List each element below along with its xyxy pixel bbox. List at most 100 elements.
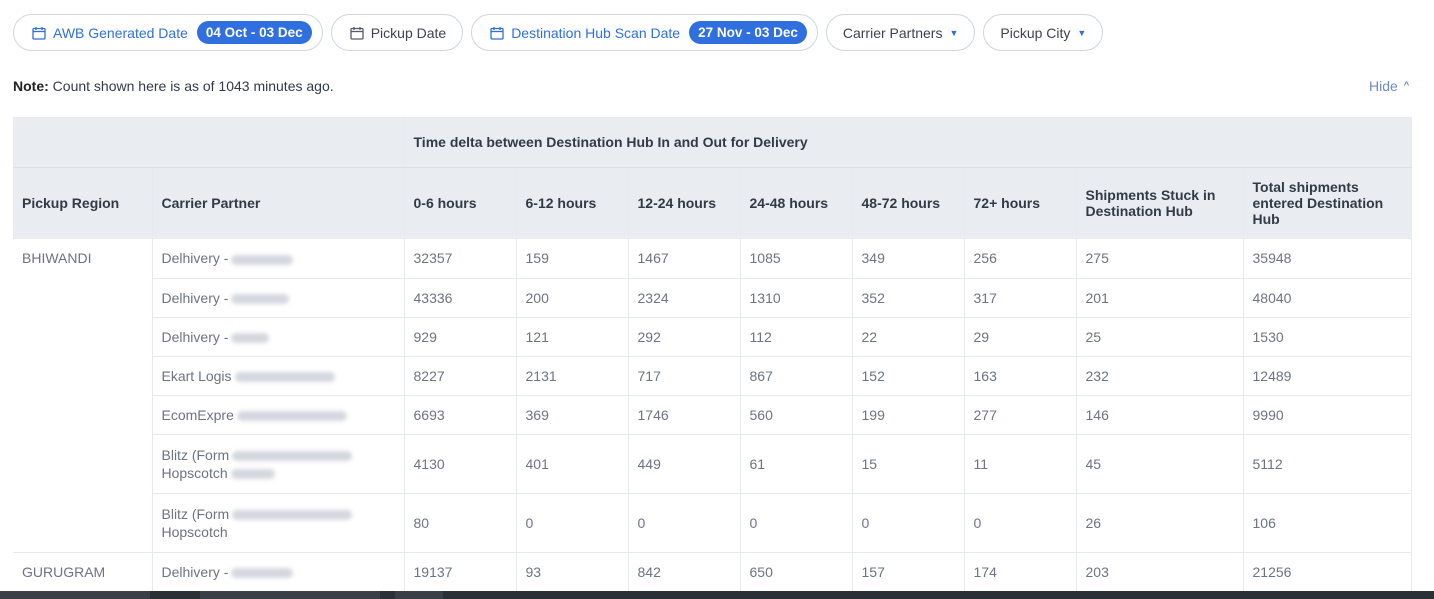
awb-generated-date-filter[interactable]: AWB Generated Date 04 Oct - 03 Dec [13, 14, 323, 51]
carrier-name: Delhivery - [161, 563, 229, 580]
caret-down-icon: ▼ [1077, 27, 1087, 38]
carrier-partners-dropdown[interactable]: Carrier Partners ▼ [825, 14, 976, 51]
value-cell: 8227 [404, 356, 517, 396]
column-header: Shipments Stuck in Destination Hub [1076, 167, 1244, 239]
value-cell: 21256 [1243, 552, 1412, 592]
column-header: Carrier Partner [152, 167, 405, 239]
value-cell: 157 [852, 552, 965, 592]
value-cell: 401 [516, 434, 629, 494]
value-cell: 48040 [1243, 278, 1412, 318]
note-label: Note: [13, 78, 49, 94]
carrier-name: Delhivery - [161, 289, 229, 306]
region-cell: GURUGRAM [13, 552, 153, 592]
column-header: 48-72 hours [852, 167, 965, 239]
carrier-partners-label: Carrier Partners [842, 24, 943, 41]
carrier-name: Ekart Logis [161, 367, 232, 384]
value-cell: 9990 [1243, 395, 1412, 435]
column-header: 72+ hours [964, 167, 1077, 239]
column-header: 12-24 hours [628, 167, 741, 239]
value-cell: 0 [852, 493, 965, 553]
hide-toggle[interactable]: Hide ^ [1369, 78, 1409, 94]
value-cell: 159 [516, 239, 629, 279]
carrier-cell: Ekart Logis [152, 356, 405, 396]
value-cell: 106 [1243, 493, 1412, 553]
calendar-icon [350, 26, 364, 40]
value-cell: 1530 [1243, 317, 1412, 357]
value-cell: 29 [964, 317, 1077, 357]
value-cell: 61 [740, 434, 853, 494]
value-cell: 22 [852, 317, 965, 357]
taskbar-segment [0, 591, 150, 599]
value-cell: 275 [1076, 239, 1244, 279]
value-cell: 1746 [628, 395, 741, 435]
value-cell: 19137 [404, 552, 517, 592]
value-cell: 0 [516, 493, 629, 553]
value-cell: 112 [740, 317, 853, 357]
carrier-cell: Blitz (Form Hopscotch [152, 493, 405, 553]
group-header-empty [13, 117, 405, 168]
time-delta-group-header: Time delta between Destination Hub In an… [404, 117, 1412, 168]
carrier-name: Delhivery - [161, 328, 229, 345]
value-cell: 174 [964, 552, 1077, 592]
value-cell: 0 [964, 493, 1077, 553]
filter-bar: AWB Generated Date 04 Oct - 03 Dec Picku… [13, 14, 1104, 51]
table-row: GURUGRAM Delhivery - 19137 93 842 650 15… [13, 552, 1412, 592]
value-cell: 650 [740, 552, 853, 592]
redacted-text [234, 371, 335, 382]
carrier-cell: Delhivery - [152, 552, 405, 592]
redacted-text [230, 468, 275, 479]
value-cell: 560 [740, 395, 853, 435]
carrier-name-line2: Hopscotch [161, 464, 228, 481]
value-cell: 4130 [404, 434, 517, 494]
carrier-cell: Delhivery - [152, 278, 405, 318]
table-row: Blitz (Form Hopscotch 4130 401 449 61 15… [13, 434, 1412, 494]
value-cell: 277 [964, 395, 1077, 435]
redacted-text [232, 450, 353, 461]
value-cell: 35948 [1243, 239, 1412, 279]
value-cell: 43336 [404, 278, 517, 318]
value-cell: 121 [516, 317, 629, 357]
value-cell: 292 [628, 317, 741, 357]
taskbar-segment [395, 591, 443, 599]
dest-filter-label: Destination Hub Scan Date [511, 24, 681, 41]
value-cell: 203 [1076, 552, 1244, 592]
taskbar [0, 591, 1434, 599]
value-cell: 80 [404, 493, 517, 553]
redacted-text [232, 509, 353, 520]
calendar-icon [490, 26, 504, 40]
column-header: 24-48 hours [740, 167, 853, 239]
pickup-city-dropdown[interactable]: Pickup City ▼ [983, 14, 1104, 51]
redacted-text [236, 410, 347, 421]
value-cell: 929 [404, 317, 517, 357]
table-group-header-row: Time delta between Destination Hub In an… [13, 117, 1412, 168]
value-cell: 842 [628, 552, 741, 592]
value-cell: 5112 [1243, 434, 1412, 494]
table-row: Delhivery - 929 121 292 112 22 29 25 153… [13, 317, 1412, 357]
pickup-date-label: Pickup Date [370, 24, 447, 41]
column-header: 0-6 hours [404, 167, 517, 239]
redacted-text [231, 254, 294, 265]
calendar-icon [32, 26, 46, 40]
value-cell: 1310 [740, 278, 853, 318]
value-cell: 146 [1076, 395, 1244, 435]
value-cell: 32357 [404, 239, 517, 279]
value-cell: 199 [852, 395, 965, 435]
pickup-date-filter[interactable]: Pickup Date [330, 14, 464, 51]
value-cell: 152 [852, 356, 965, 396]
taskbar-segment [200, 591, 380, 599]
chevron-up-icon: ^ [1403, 80, 1409, 92]
value-cell: 0 [628, 493, 741, 553]
value-cell: 717 [628, 356, 741, 396]
destination-hub-scan-date-filter[interactable]: Destination Hub Scan Date 27 Nov - 03 De… [471, 14, 818, 51]
value-cell: 867 [740, 356, 853, 396]
value-cell: 232 [1076, 356, 1244, 396]
value-cell: 256 [964, 239, 1077, 279]
value-cell: 0 [740, 493, 853, 553]
shipments-table: Time delta between Destination Hub In an… [13, 117, 1412, 592]
carrier-cell: Delhivery - [152, 239, 405, 279]
value-cell: 12489 [1243, 356, 1412, 396]
value-cell: 93 [516, 552, 629, 592]
table-row: Ekart Logis 8227 2131 717 867 152 163 23… [13, 356, 1412, 396]
redacted-text [231, 332, 270, 343]
column-header: Total shipments entered Destination Hub [1243, 167, 1412, 239]
